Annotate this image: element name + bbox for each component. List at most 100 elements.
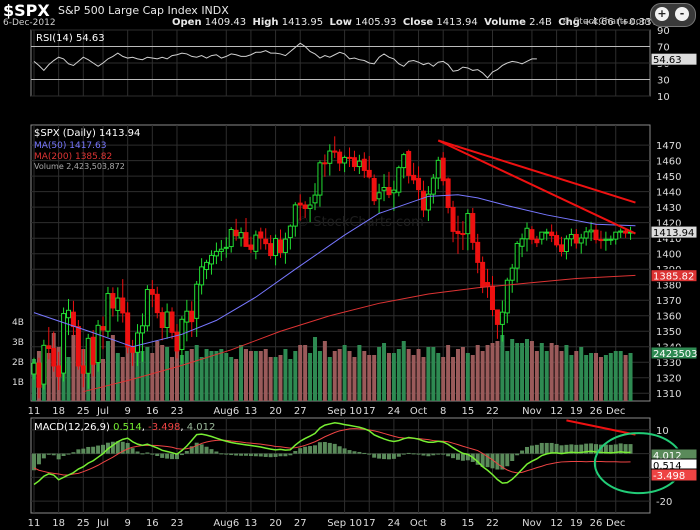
macd-histogram-bar [209, 449, 214, 454]
volume-bar [480, 351, 485, 401]
macd-sep: , [142, 422, 148, 433]
macd-histogram-bar [485, 453, 490, 468]
high-value: 1413.95 [281, 17, 324, 28]
macd-histogram-bar [91, 446, 96, 454]
candle-body [559, 244, 565, 253]
candle-body [554, 235, 560, 246]
date-tick: 25 [77, 518, 90, 529]
volume-bar [347, 351, 352, 401]
date-tick: Nov [522, 518, 542, 529]
candle-body [139, 325, 145, 334]
volume-bar [204, 349, 209, 401]
volume-bar [179, 355, 184, 401]
volume-bar [352, 357, 357, 401]
rsi-y-tick: 10 [657, 92, 670, 103]
date-tick: Dec [606, 518, 625, 529]
macd-histogram-bar [525, 446, 529, 454]
zoom-control[interactable]: + - [650, 3, 696, 27]
candle-body [337, 151, 343, 164]
volume-bar [618, 351, 623, 401]
low-label: Low [329, 17, 352, 28]
macd-histogram-bar [145, 452, 150, 454]
zoom-out-button[interactable]: - [675, 7, 689, 21]
date-tick: 12 [550, 406, 563, 417]
candle-body [130, 346, 136, 353]
volume-bar [579, 347, 584, 401]
volume-bar [219, 349, 224, 401]
macd-histogram-bar [243, 453, 248, 456]
candle-body [499, 311, 505, 325]
candle-body [618, 230, 624, 233]
volume-bar [268, 357, 273, 401]
candle-body [568, 233, 574, 240]
zoom-in-button[interactable]: + [655, 7, 669, 21]
date-tick: 12 [550, 518, 563, 529]
macd-histogram-bar [268, 453, 273, 458]
candle-body [465, 213, 471, 235]
candle-body [401, 154, 407, 169]
quote-date: 6-Dec-2012 [3, 18, 56, 28]
close-value: 1413.94 [436, 17, 478, 28]
price-y-tick: 1380 [656, 281, 681, 292]
volume-bar [298, 345, 303, 401]
exchange-code: INDX [201, 4, 229, 17]
legend-volume: Volume 2,423,503,872 [34, 162, 125, 171]
macd-histogram-bar [194, 442, 199, 454]
macd-histogram-bar [165, 453, 170, 459]
macd-histogram-bar [559, 445, 564, 454]
volume-bar [313, 337, 318, 401]
price-y-tick: 1310 [656, 389, 681, 400]
volume-bar [544, 351, 549, 401]
macd-histogram-bar [214, 451, 219, 454]
macd-histogram-bar [520, 450, 525, 454]
candle-body [238, 232, 244, 239]
candle-body [406, 151, 412, 176]
volume-bar [451, 357, 456, 401]
candle-body [61, 313, 67, 374]
price-legend-title: $SPX (Daily) 1413.94 [34, 128, 140, 139]
candle-body [41, 344, 47, 385]
volume-bar [623, 355, 628, 401]
signal-readout-box [650, 468, 698, 482]
volume-bar [520, 343, 525, 401]
macd-histogram-bar [347, 450, 352, 454]
date-tick: Nov [522, 406, 542, 417]
macd-histogram-bar [86, 446, 91, 454]
candle-body [184, 310, 190, 323]
volume-bar [470, 355, 475, 401]
candle-body [396, 167, 402, 193]
candle-body [420, 190, 426, 211]
macd-histogram-bar [150, 453, 155, 455]
volume-bar [465, 353, 470, 401]
signal-readout: -3.498 [653, 471, 685, 482]
volume-bar [357, 345, 362, 401]
date-tick: Oct [410, 518, 427, 529]
date-tick: 26 [590, 406, 603, 417]
volume-bar [209, 351, 214, 401]
price-y-tick: 1360 [656, 312, 681, 323]
macd-histogram-bar [608, 444, 613, 454]
volume-bar [105, 341, 110, 401]
volume-bar [322, 341, 327, 401]
signal-line [33, 428, 631, 476]
volume-bar [455, 349, 460, 401]
macd-histogram-bar [322, 441, 327, 454]
candle-body [307, 204, 313, 209]
volume-bar [426, 347, 431, 401]
date-tick: 22 [486, 518, 499, 529]
candle-body [524, 227, 530, 240]
macd-sep: , [180, 422, 186, 433]
macd-histogram-bar [342, 448, 347, 454]
candle-body [51, 347, 57, 367]
macd-histogram-bar [372, 453, 377, 458]
date-tick: 11 [28, 406, 41, 417]
candle-body [529, 229, 535, 240]
price-y-tick: 1330 [656, 358, 681, 369]
date-tick: 24 [388, 518, 401, 529]
rsi-y-tick: 70 [657, 43, 670, 54]
volume-bar [243, 349, 248, 401]
volume-bar [199, 357, 204, 401]
volume-bar [436, 353, 441, 401]
macd-histogram-bar [579, 444, 584, 454]
